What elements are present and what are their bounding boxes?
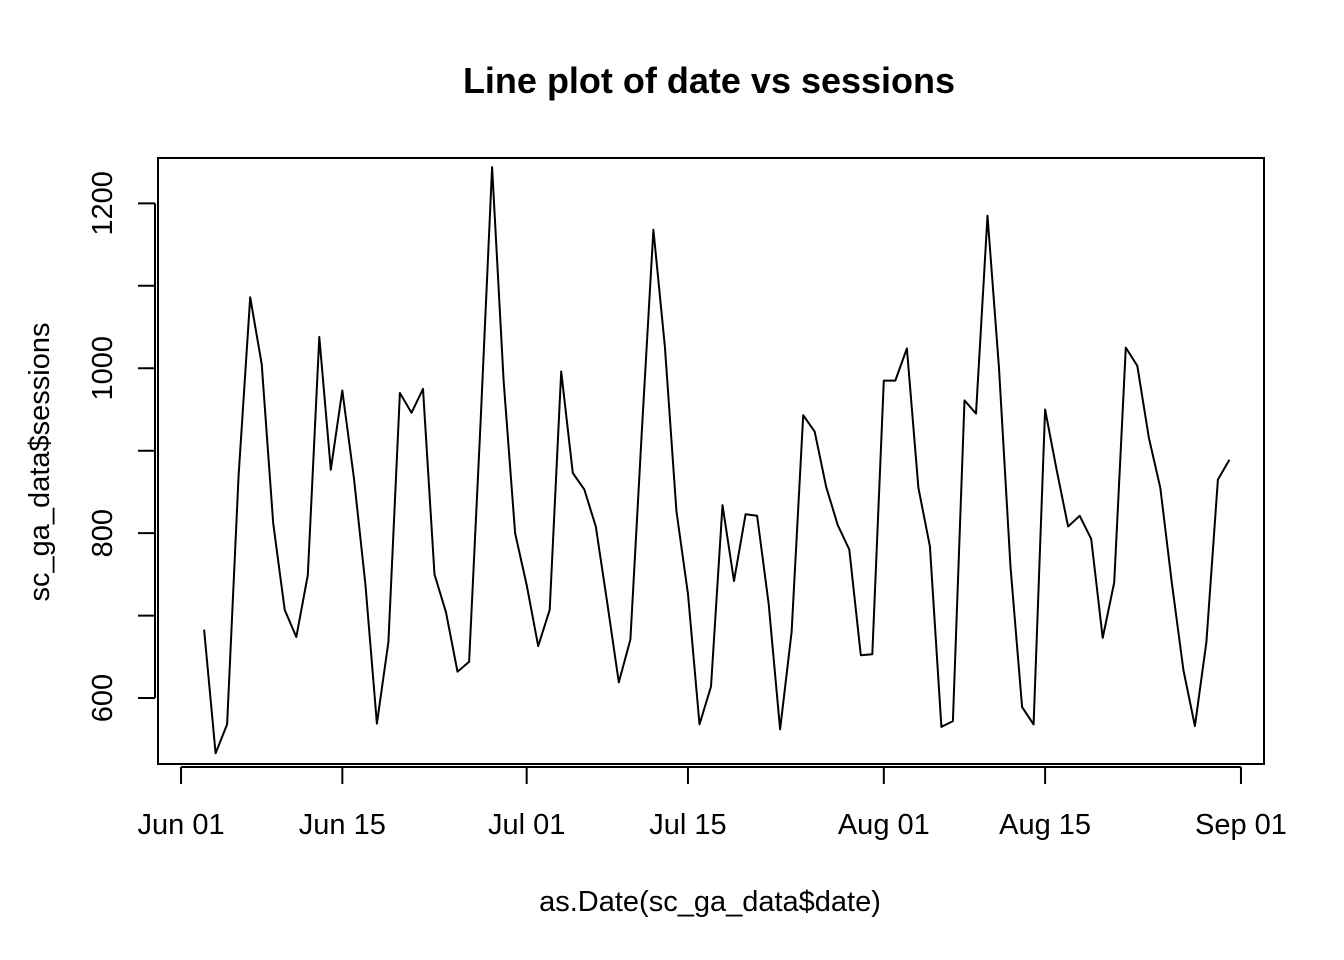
x-tick-label: Jul 01 xyxy=(488,809,565,841)
x-axis-label: as.Date(sc_ga_data$date) xyxy=(539,886,881,918)
x-tick-label: Aug 15 xyxy=(999,809,1091,841)
y-axis: 600 800 1000 1200 xyxy=(87,171,156,722)
chart-title: Line plot of date vs sessions xyxy=(463,60,955,101)
x-tick-label: Aug 01 xyxy=(838,809,930,841)
y-tick-label: 800 xyxy=(87,509,119,557)
y-tick-label: 1200 xyxy=(87,171,119,236)
x-tick-label: Jul 15 xyxy=(649,809,726,841)
x-axis: Jun 01 Jun 15 Jul 01 Jul 15 Aug 01 Aug 15 Sep … xyxy=(138,766,1287,841)
y-tick-label: 600 xyxy=(87,674,119,722)
y-axis-label: sc_ga_data$sessions xyxy=(24,323,56,602)
y-tick-label: 1000 xyxy=(87,336,119,401)
x-tick-label: Jun 15 xyxy=(299,809,386,841)
x-tick-label: Sep 01 xyxy=(1195,809,1287,841)
sessions-series-line xyxy=(203,166,1231,755)
plot-frame xyxy=(157,157,1265,765)
x-tick-label: Jun 01 xyxy=(138,809,225,841)
